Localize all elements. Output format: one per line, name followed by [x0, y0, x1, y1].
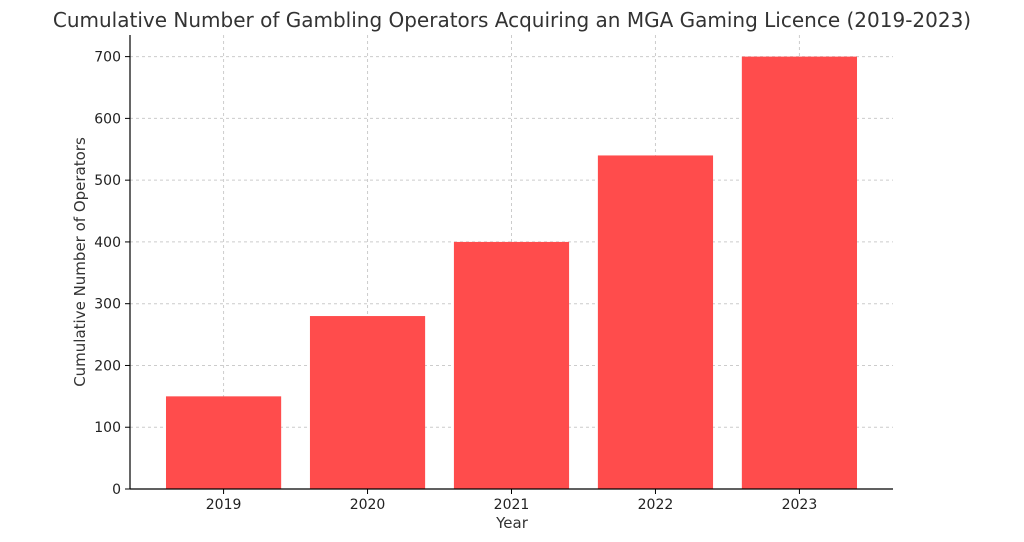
- y-tick-label: 600: [94, 111, 121, 127]
- y-tick-label: 300: [94, 297, 121, 313]
- y-tick-label: 0: [112, 482, 121, 498]
- x-tick-label: 2022: [638, 497, 674, 513]
- x-ticks: 2019 2020 2021 2022 2023: [206, 489, 817, 513]
- y-tick-label: 500: [94, 173, 121, 189]
- bar-2022: [597, 155, 714, 489]
- chart-title: Cumulative Number of Gambling Operators …: [53, 8, 971, 32]
- x-tick-label: 2019: [206, 497, 242, 513]
- x-tick-label: 2021: [494, 497, 530, 513]
- y-tick-label: 400: [94, 235, 121, 251]
- bar-2019: [165, 396, 282, 489]
- bars-layer: [165, 56, 858, 489]
- y-tick-label: 700: [94, 50, 121, 66]
- y-tick-label: 100: [94, 420, 121, 436]
- y-axis-label: Cumulative Number of Operators: [71, 137, 89, 387]
- x-tick-label: 2023: [782, 497, 818, 513]
- bar-2023: [741, 56, 858, 489]
- y-ticks: 0 100 200 300 400 500 600 700: [94, 50, 130, 498]
- x-axis-label: Year: [495, 514, 529, 532]
- bar-2021: [453, 241, 570, 489]
- y-tick-label: 200: [94, 358, 121, 374]
- bar-2020: [309, 316, 426, 489]
- x-tick-label: 2020: [350, 497, 386, 513]
